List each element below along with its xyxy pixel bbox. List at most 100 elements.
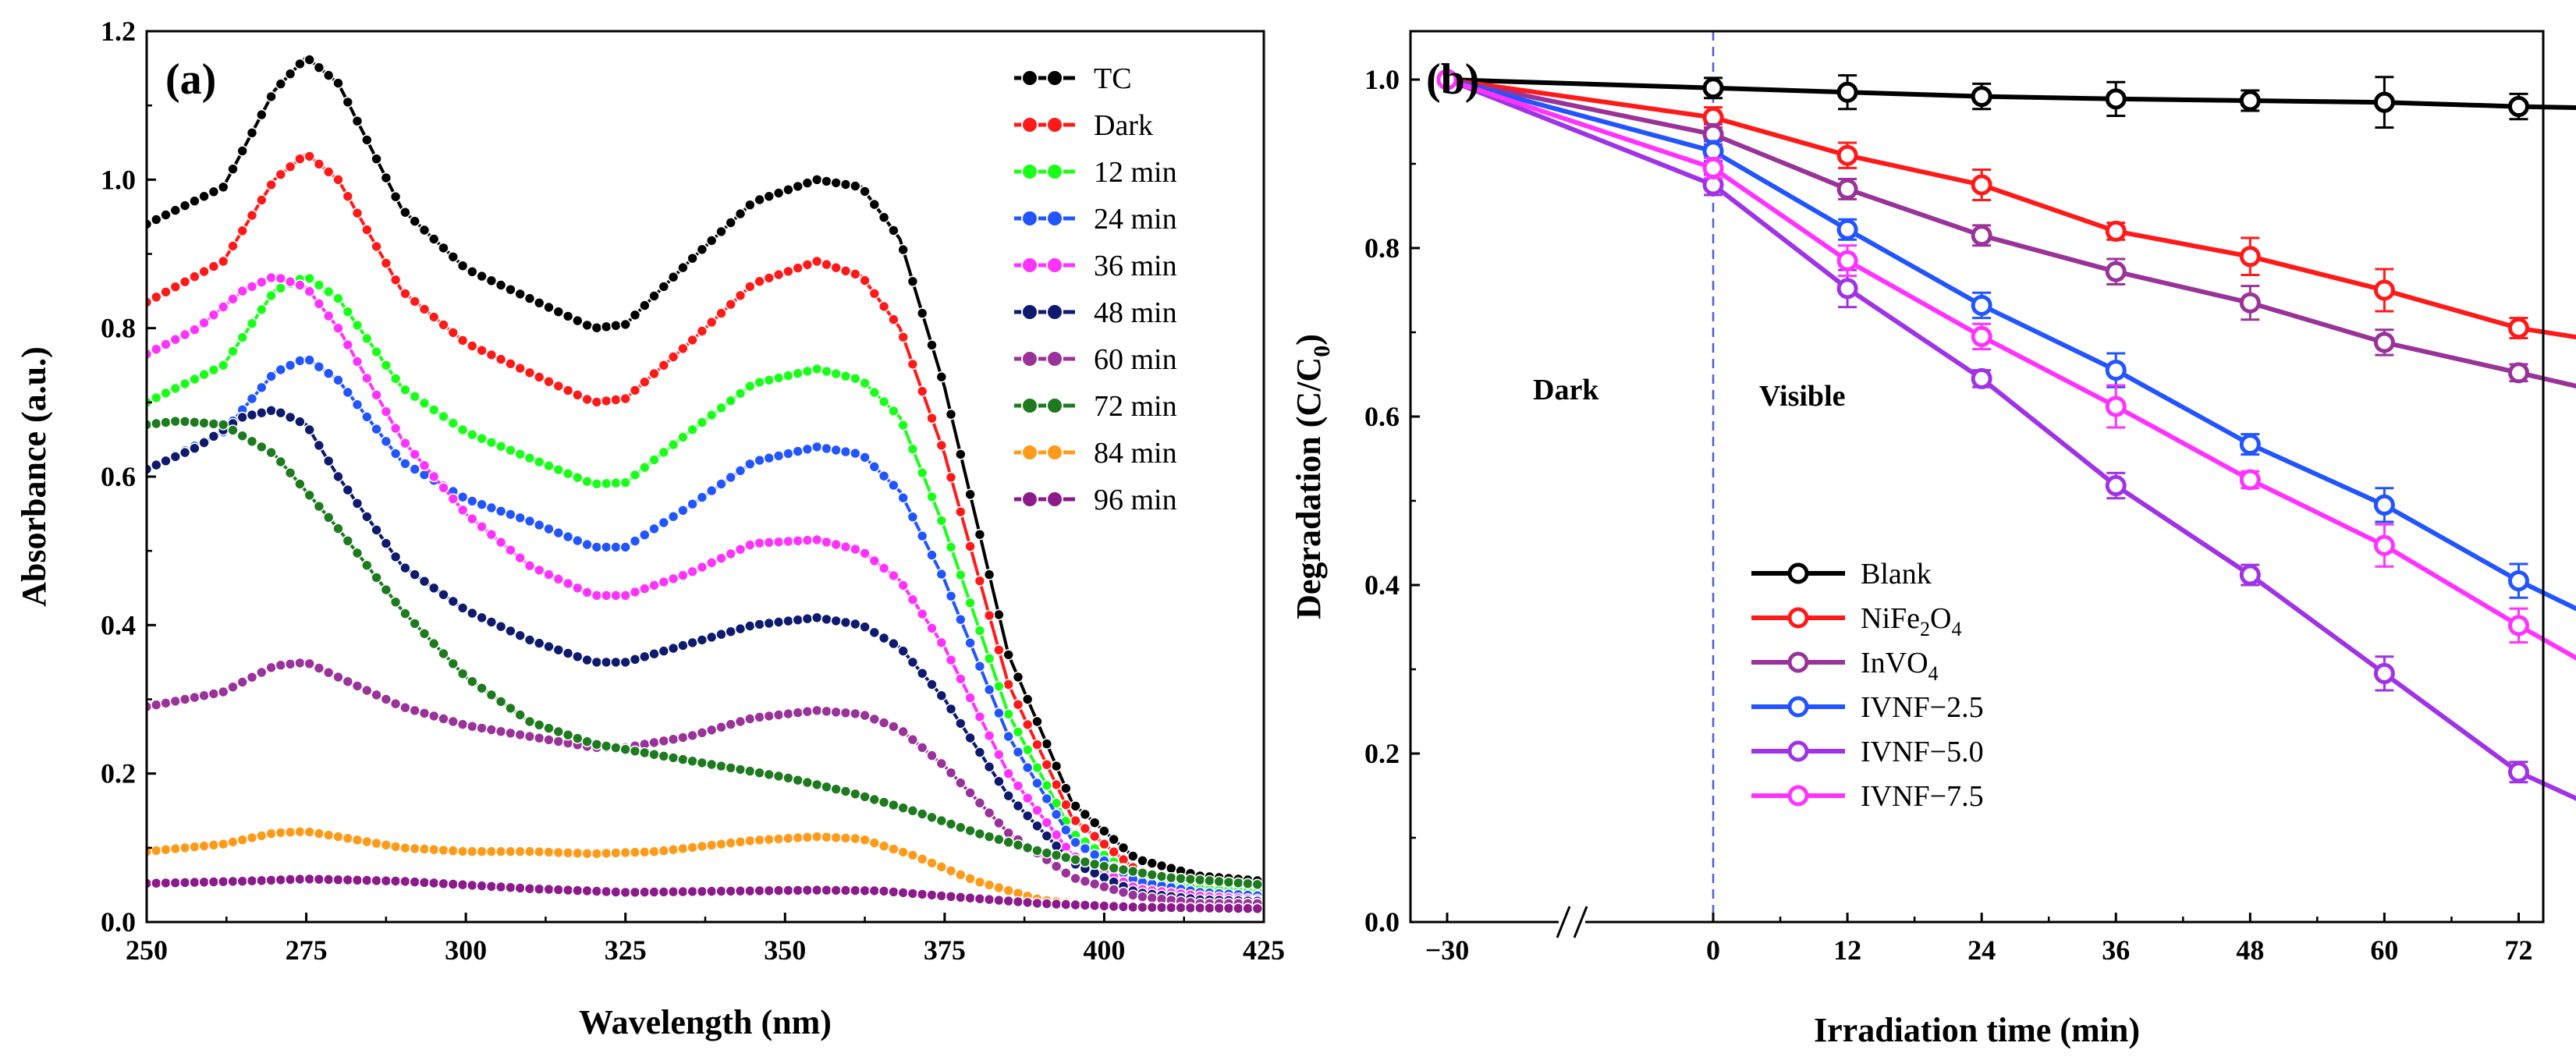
data-point-72-min [878, 796, 890, 808]
data-point-dark [1031, 739, 1043, 750]
data-point-12-min [514, 448, 527, 460]
data-point-60-min [696, 726, 708, 739]
data-point-dark [591, 396, 603, 408]
data-point-36-min [801, 534, 814, 546]
data-point-96-min [983, 893, 995, 906]
data-point-24-min [1012, 746, 1024, 758]
data-point-tc [792, 180, 804, 193]
data-point-60-min [380, 693, 392, 705]
data-point-tc [629, 309, 641, 321]
data-point-84-min [591, 848, 603, 860]
data-point-72-min [696, 757, 708, 769]
data-point-tc [619, 318, 632, 331]
data-point-96-min [754, 885, 765, 897]
data-point-96-min [1127, 901, 1139, 913]
data-point-72-min [380, 583, 392, 596]
data-point-72-min [743, 765, 756, 777]
data-point-dark [1050, 778, 1063, 791]
data-point-tc [523, 293, 536, 304]
data-point-96-min [868, 885, 881, 897]
data-point-72-min [888, 799, 899, 811]
data-point-dark [399, 288, 411, 300]
data-point-96-min [772, 885, 785, 896]
data-point-36-min [974, 711, 986, 723]
data-point-12-min [169, 382, 182, 395]
legend-label-subscript: 4 [1951, 618, 1961, 640]
data-point-12-min [859, 377, 871, 389]
data-point-48-min [332, 470, 344, 483]
data-point-36-min [284, 275, 296, 288]
data-point-72-min [255, 441, 268, 453]
data-point-36-min [658, 576, 670, 588]
data-point-96-min [667, 885, 679, 898]
data-point-84-min [935, 861, 948, 873]
data-point-24-min [1070, 836, 1081, 849]
data-point-48-min [687, 637, 698, 649]
data-point-24-min [322, 367, 335, 380]
data-point-48-min [935, 690, 948, 702]
data-point-blank [2373, 91, 2395, 113]
data-point-36-min [734, 543, 747, 555]
x-tick-label-375: 375 [924, 935, 966, 966]
data-point-dark [897, 331, 909, 343]
data-point-96-min [878, 885, 890, 897]
data-point-48-min [610, 656, 622, 669]
data-point-36-min [1002, 768, 1014, 780]
data-point-60-min [495, 725, 507, 738]
x-tick-label-48: 48 [2236, 935, 2264, 966]
data-point-12-min [648, 454, 660, 466]
data-point-36-min [495, 536, 507, 548]
legend-label-36-min: 36 min [1094, 250, 1177, 282]
data-point-tc [303, 54, 316, 66]
y-tick-label-0-6: 0.6 [101, 461, 136, 492]
data-point-84-min [246, 832, 258, 844]
data-point-96-min [208, 876, 220, 888]
data-point-96-min [916, 888, 928, 900]
data-point-72-min [1031, 845, 1043, 857]
data-point-48-min [763, 617, 775, 630]
data-point-24-min [830, 444, 842, 456]
data-point-48-min [619, 656, 632, 669]
data-point-tc [581, 319, 593, 332]
data-point-dark [303, 151, 316, 162]
data-point-24-min [638, 529, 651, 541]
legend-marker-84-min [1021, 444, 1038, 461]
data-point-12-min [830, 367, 842, 380]
data-point-72-min [227, 424, 239, 436]
data-point-12-min [600, 477, 612, 490]
data-point-72-min [189, 416, 200, 428]
data-point-tc [1002, 649, 1014, 661]
data-point-tc [1155, 860, 1168, 872]
data-point-dark [658, 359, 670, 371]
data-point-dark [360, 224, 373, 236]
data-point-60-min [667, 733, 679, 746]
x-tick-label-400: 400 [1083, 935, 1125, 966]
data-point-tc [399, 206, 411, 218]
data-point-72-min [151, 417, 162, 430]
data-point-96-min [974, 892, 986, 905]
data-point-12-min [667, 438, 679, 451]
data-point-tc [543, 301, 555, 314]
data-point-dark [725, 298, 737, 310]
x-tick-label-275: 275 [286, 935, 328, 966]
data-point-invo4 [1836, 178, 1858, 200]
data-point-24-min [591, 541, 603, 553]
data-point-72-min [1251, 878, 1264, 891]
data-point-84-min [955, 869, 967, 881]
data-point-24-min [1031, 777, 1043, 789]
data-point-24-min [562, 530, 574, 543]
data-point-96-min [236, 875, 249, 887]
data-point-tc [687, 252, 698, 264]
data-point-tc [198, 190, 210, 202]
data-point-24-min [859, 452, 871, 463]
data-point-48-min [198, 437, 210, 449]
data-point-tc [715, 225, 727, 238]
data-point-36-min [236, 285, 249, 297]
data-point-48-min [581, 654, 593, 666]
data-point-60-min [1117, 886, 1130, 899]
data-point-36-min [389, 422, 402, 434]
series-line-invo4 [1446, 77, 2576, 388]
data-point-84-min [581, 847, 593, 860]
data-point-60-min [1146, 892, 1158, 904]
data-point-36-min [897, 580, 909, 591]
